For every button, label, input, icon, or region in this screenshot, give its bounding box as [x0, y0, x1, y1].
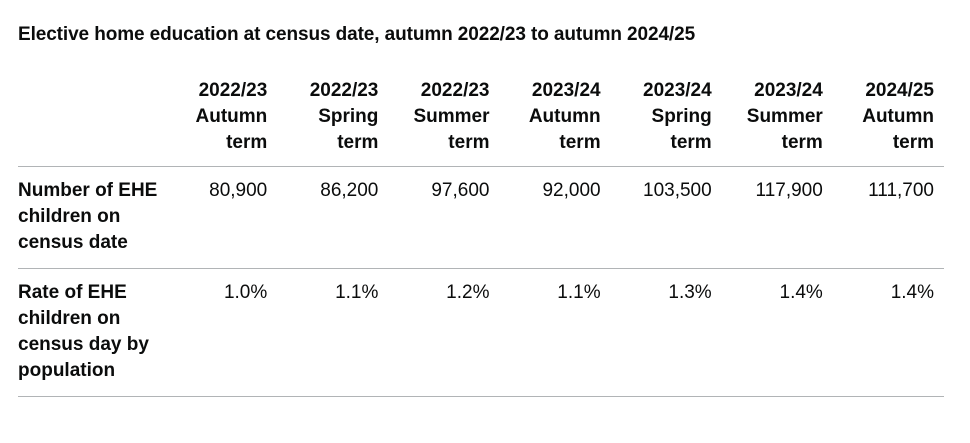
table-cell: 117,900 — [721, 166, 833, 269]
column-year: 2022/23 — [198, 80, 268, 101]
column-term-suffix: term — [226, 132, 268, 153]
header-row: 2022/23 Autumn term 2022/23 Spring term 2022… — [18, 78, 944, 167]
column-year: 2024/25 — [865, 80, 934, 101]
table-cell: 1.0% — [166, 268, 278, 397]
table-cell: 1.2% — [388, 268, 500, 397]
column-year: 2022/23 — [420, 80, 490, 101]
table-cell: 86,200 — [277, 166, 389, 269]
column-term: Summer — [413, 106, 490, 127]
header-corner — [18, 78, 167, 167]
column-header: 2022/23 Autumn term — [166, 78, 278, 167]
column-header: 2022/23 Spring term — [277, 78, 389, 167]
column-header: 2024/25 Autumn term — [832, 78, 944, 167]
column-term: Summer — [746, 106, 823, 127]
column-term: Spring — [651, 106, 712, 127]
column-term: Autumn — [862, 106, 934, 127]
table-cell: 111,700 — [832, 166, 944, 269]
column-term-suffix: term — [337, 132, 379, 153]
table-cell: 1.1% — [277, 268, 389, 397]
table-cell: 97,600 — [388, 166, 500, 269]
column-year: 2023/24 — [531, 80, 601, 101]
table-cell: 1.1% — [499, 268, 611, 397]
table-cell: 103,500 — [610, 166, 722, 269]
row-header: Number of EHE children on census date — [18, 166, 167, 269]
table-cell: 1.4% — [832, 268, 944, 397]
table-cell: 1.3% — [610, 268, 722, 397]
column-term-suffix: term — [448, 132, 490, 153]
column-term: Spring — [318, 106, 379, 127]
column-header: 2023/24 Autumn term — [499, 78, 611, 167]
column-header: 2023/24 Spring term — [610, 78, 722, 167]
table-caption: Elective home education at census date, … — [18, 24, 696, 45]
column-term-suffix: term — [781, 132, 823, 153]
column-year: 2023/24 — [754, 80, 823, 101]
column-term-suffix: term — [670, 132, 712, 153]
column-year: 2023/24 — [643, 80, 712, 101]
table-row: Number of EHE children on census date 80… — [18, 166, 944, 269]
table-cell: 80,900 — [166, 166, 278, 269]
ehe-census-table: 2022/23 Autumn term 2022/23 Spring term 2022… — [18, 78, 944, 397]
column-term-suffix: term — [892, 132, 934, 153]
column-term: Autumn — [195, 106, 268, 127]
table-cell: 92,000 — [499, 166, 611, 269]
column-header: 2022/23 Summer term — [388, 78, 500, 167]
table-row: Rate of EHE children on census day by po… — [18, 268, 944, 397]
row-header: Rate of EHE children on census day by po… — [18, 268, 167, 397]
column-term: Autumn — [528, 106, 601, 127]
column-year: 2022/23 — [309, 80, 379, 101]
column-header: 2023/24 Summer term — [721, 78, 833, 167]
column-term-suffix: term — [559, 132, 601, 153]
table-cell: 1.4% — [721, 268, 833, 397]
